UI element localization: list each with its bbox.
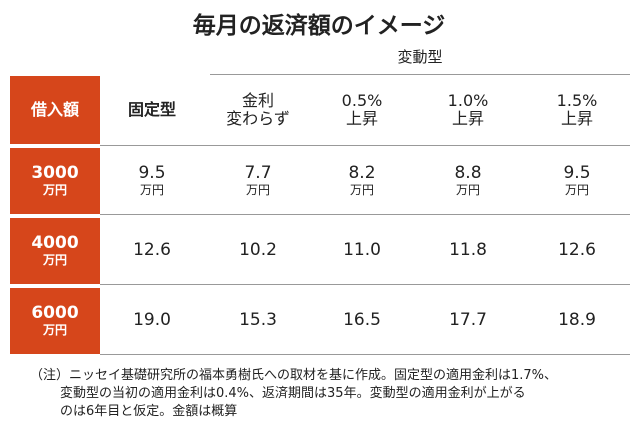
cell-line: 万円 [42, 322, 67, 337]
cell-line: 17.7 [449, 310, 487, 331]
cell-line: 7.7 [244, 163, 272, 184]
column-header: 1.0% 上昇 [418, 76, 518, 144]
cell-line: 8.8 [454, 163, 482, 184]
cell-line: 万円 [564, 182, 589, 197]
cell-line: 9.5 [563, 163, 591, 184]
cell-line: 4000 [31, 233, 79, 254]
table-cell: 11.8 [418, 218, 518, 284]
table-cell: 15.3 [208, 288, 308, 354]
cell-line: 万円 [42, 252, 67, 267]
row-header: 4000 万円 [10, 218, 100, 284]
cell-line: 0.5% [341, 90, 383, 110]
table-cell: 16.5 [312, 288, 412, 354]
cell-line: 万円 [349, 182, 374, 197]
row-rule [100, 284, 630, 285]
note-line: 変動型の当初の適用金利は0.4%、返済期間は35年。変動型の適用金利が上がる [60, 386, 526, 401]
cell-line: 12.6 [133, 240, 171, 261]
table-cell: 18.9 [524, 288, 630, 354]
cell-line: 万円 [139, 182, 164, 197]
table-cell: 11.0 [312, 218, 412, 284]
cell-line: 上昇 [345, 109, 378, 128]
cell-line: 上昇 [560, 109, 593, 128]
row-rule [100, 354, 630, 355]
table-cell: 9.5 万円 [102, 148, 202, 214]
cell-line: 9.5 [138, 163, 166, 184]
cell-line: 19.0 [133, 310, 171, 331]
row-rule [100, 214, 630, 215]
cell-line: 1.0% [447, 90, 489, 110]
cell-line: 借入額 [30, 99, 79, 119]
row-header-title: 借入額 [10, 76, 100, 144]
cell-line: 金利 [241, 90, 274, 110]
table-cell: 8.8 万円 [418, 148, 518, 214]
column-header: 0.5% 上昇 [312, 76, 412, 144]
cell-line: 12.6 [558, 240, 596, 261]
cell-line: 上昇 [451, 109, 484, 128]
row-header: 3000 万円 [10, 148, 100, 214]
cell-line: 18.9 [558, 310, 596, 331]
note-line: （注）ニッセイ基礎研究所の福本勇樹氏への取材を基に作成。固定型の適用金利は1.7… [30, 368, 558, 383]
table-cell: 17.7 [418, 288, 518, 354]
table-cell: 12.6 [524, 218, 630, 284]
cell-line: 6000 [31, 303, 79, 324]
group-header: 変動型 [397, 48, 443, 66]
cell-line: 万円 [455, 182, 480, 197]
table-cell: 7.7 万円 [208, 148, 308, 214]
column-header: 金利 変わらず [208, 76, 308, 144]
title: 毎月の返済額のイメージ [192, 13, 446, 39]
table-cell: 9.5 万円 [524, 148, 630, 214]
group-rule [210, 74, 630, 75]
table-cell: 10.2 [208, 218, 308, 284]
cell-line: 16.5 [343, 310, 381, 331]
cell-line: 11.0 [343, 240, 381, 261]
column-header: 1.5% 上昇 [524, 76, 630, 144]
row-header: 6000 万円 [10, 288, 100, 354]
cell-line: 万円 [245, 182, 270, 197]
table-cell: 12.6 [102, 218, 202, 284]
cell-line: 万円 [42, 182, 67, 197]
note-line: のは6年目と仮定。金額は概算 [60, 404, 238, 419]
cell-line: 11.8 [449, 240, 487, 261]
table-cell: 19.0 [102, 288, 202, 354]
cell-line: 3000 [31, 163, 79, 184]
cell-line: 固定型 [127, 99, 176, 119]
cell-line: 1.5% [556, 90, 598, 110]
cell-line: 変わらず [226, 109, 290, 128]
column-header: 固定型 [102, 76, 202, 144]
row-rule [100, 145, 630, 146]
cell-line: 15.3 [239, 310, 277, 331]
cell-line: 10.2 [239, 240, 277, 261]
cell-line: 8.2 [348, 163, 376, 184]
table-cell: 8.2 万円 [312, 148, 412, 214]
